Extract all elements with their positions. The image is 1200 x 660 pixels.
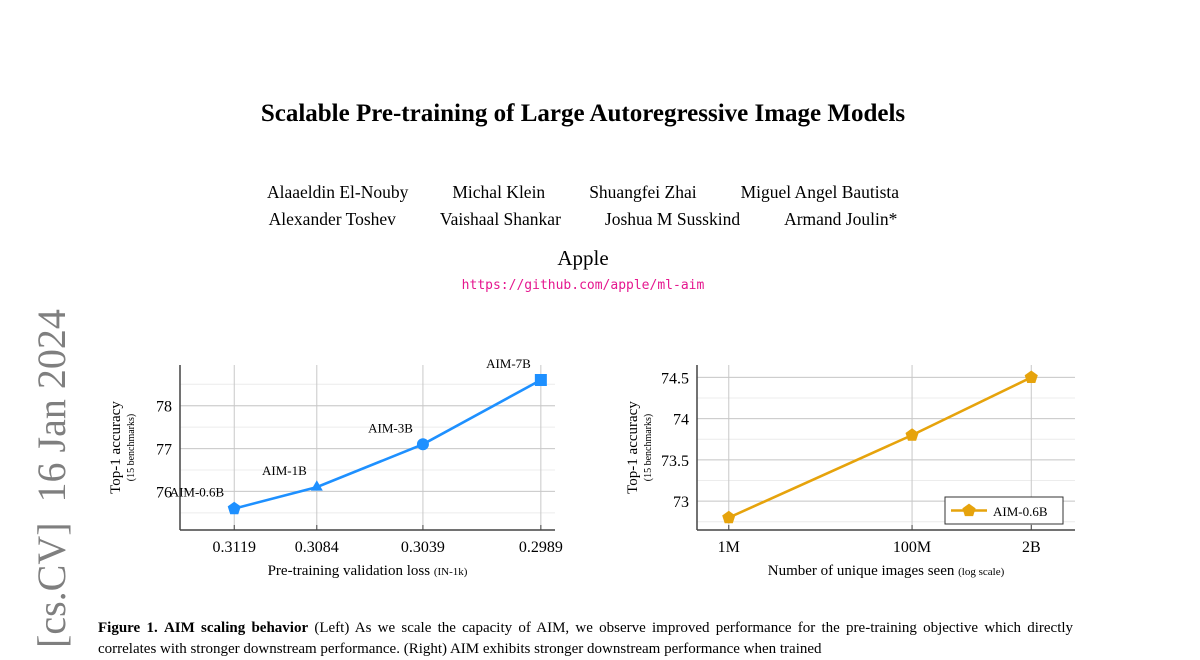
x-tick-label: 0.3039 [401, 539, 445, 556]
author: Shuangfei Zhai [589, 182, 697, 202]
x-tick-label: 100M [893, 539, 931, 556]
data-point [416, 438, 429, 451]
author: Miguel Angel Bautista [740, 182, 900, 202]
y-tick-label: 74 [673, 412, 689, 429]
x-axis-label: Pre-training validation loss (IN-1k) [268, 563, 468, 579]
y-tick-label: 73.5 [661, 453, 689, 470]
x-tick-label: 0.2989 [519, 539, 563, 556]
authors-row-1: Alaaeldin El-Nouby Michal Klein Shuangfei … [0, 182, 1166, 203]
figure-caption: Figure 1. AIM scaling behavior (Left) As… [98, 618, 1073, 660]
y-axis-label: Top-1 accuracy [108, 401, 124, 494]
github-link[interactable]: https://github.com/apple/ml-aim [461, 278, 705, 293]
author: Alaaeldin El-Nouby [266, 182, 409, 202]
point-label: AIM-3B [368, 420, 413, 435]
y-axis-sublabel: (15 benchmarks) [126, 414, 137, 481]
data-point [227, 501, 241, 515]
legend-marker [962, 503, 976, 517]
author: Vaishaal Shankar [439, 209, 561, 229]
x-tick-label: 2B [1022, 539, 1041, 556]
authors-row-2: Alexander Toshev Vaishaal Shankar Joshua M… [0, 209, 1166, 230]
data-point [722, 510, 736, 524]
data-point [534, 374, 547, 386]
y-tick-label: 77 [156, 442, 172, 459]
series-line [233, 378, 542, 510]
data-point [905, 428, 919, 441]
caption-title: AIM scaling behavior [163, 620, 309, 636]
y-tick-label: 78 [156, 399, 172, 416]
y-axis-label: Top-1 accuracy [625, 401, 641, 494]
caption-line-1: (Left) As we scale the capacity of AIM, … [314, 620, 979, 636]
x-tick-label: 1M [718, 539, 740, 556]
x-tick-label: 0.3084 [295, 539, 339, 556]
point-label: AIM-7B [486, 356, 531, 371]
legend-label: AIM-0.6B [993, 504, 1048, 519]
data-point [1024, 370, 1038, 383]
x-axis-label: Number of unique images seen (log scale) [768, 563, 1005, 579]
point-label: AIM-0.6B [170, 485, 225, 500]
data-point [310, 480, 323, 491]
caption-label: Figure 1. [98, 620, 158, 636]
y-axis-sublabel: (15 benchmarks) [643, 414, 654, 481]
affiliation: Apple [557, 246, 609, 270]
point-label: AIM-1B [262, 463, 307, 478]
y-tick-label: 76 [156, 484, 172, 501]
paper-title: Scalable Pre-training of Large Autoregre… [260, 100, 906, 127]
y-tick-label: 74.5 [661, 370, 689, 387]
x-tick-label: 0.3119 [213, 539, 256, 556]
author: Michal Klein [452, 182, 546, 202]
author: Armand Joulin* [784, 209, 898, 229]
y-tick-label: 73 [673, 494, 689, 511]
author: Joshua M Susskind [604, 209, 741, 229]
author: Alexander Toshev [268, 209, 396, 229]
